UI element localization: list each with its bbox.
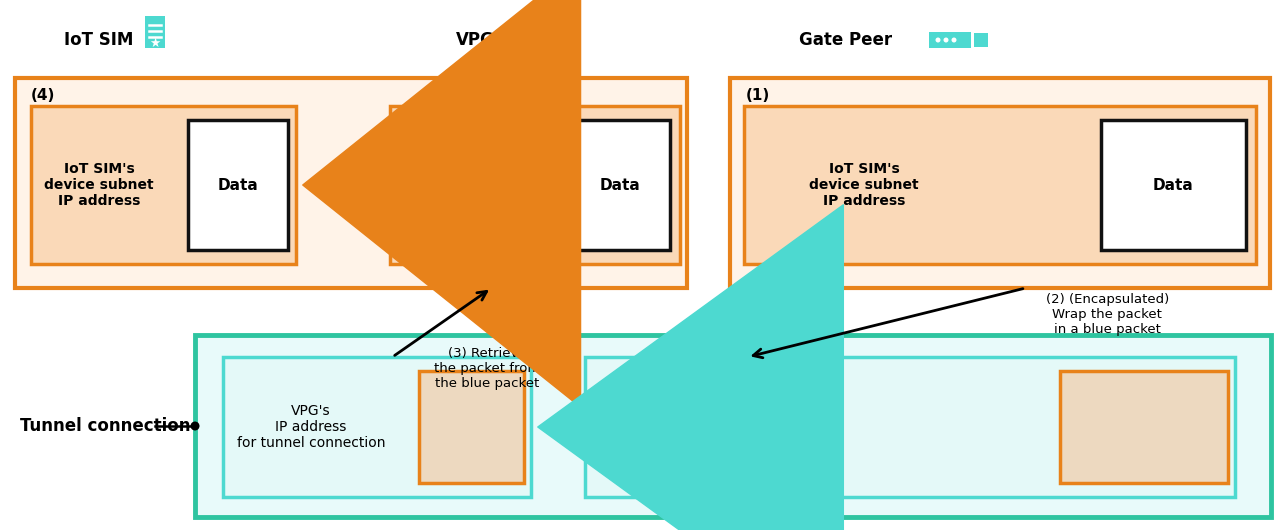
Text: IoT SIM's
device subnet
IP address: IoT SIM's device subnet IP address bbox=[415, 162, 525, 208]
Bar bbox=[188, 120, 288, 250]
Text: VPG: VPG bbox=[457, 31, 495, 49]
Text: IoT SIM: IoT SIM bbox=[63, 31, 132, 49]
Circle shape bbox=[952, 38, 957, 42]
Bar bbox=[585, 357, 1235, 497]
Bar bbox=[1060, 371, 1228, 483]
Bar bbox=[530, 50, 540, 61]
Text: (3) Retrieve
the packet from
the blue packet: (3) Retrieve the packet from the blue pa… bbox=[435, 347, 540, 390]
Bar bbox=[745, 106, 1256, 264]
Bar bbox=[570, 120, 670, 250]
Text: Gate Peer: Gate Peer bbox=[799, 31, 892, 49]
Bar bbox=[195, 335, 1271, 517]
Bar bbox=[928, 32, 971, 48]
Text: Tunnel connection: Tunnel connection bbox=[19, 417, 190, 435]
Circle shape bbox=[944, 38, 949, 42]
Bar bbox=[145, 16, 166, 48]
Bar bbox=[502, 56, 512, 67]
Text: Data: Data bbox=[217, 178, 258, 192]
Bar bbox=[730, 78, 1271, 288]
Text: Data: Data bbox=[599, 178, 640, 192]
Bar bbox=[518, 60, 526, 68]
Text: VPG's
IP address
for tunnel connection: VPG's IP address for tunnel connection bbox=[671, 404, 819, 450]
Text: IoT SIM's
device subnet
IP address: IoT SIM's device subnet IP address bbox=[44, 162, 154, 208]
Text: (4): (4) bbox=[31, 89, 55, 103]
Circle shape bbox=[190, 421, 199, 430]
Text: Data: Data bbox=[1154, 178, 1193, 192]
Bar bbox=[31, 106, 296, 264]
Text: (1): (1) bbox=[746, 89, 770, 103]
Bar bbox=[511, 20, 518, 28]
Bar bbox=[523, 21, 535, 33]
Bar bbox=[1101, 120, 1246, 250]
Bar bbox=[494, 44, 502, 52]
Text: ★: ★ bbox=[149, 37, 161, 50]
Bar bbox=[15, 78, 687, 288]
Bar bbox=[222, 357, 531, 497]
Text: VPG's
IP address
for tunnel connection: VPG's IP address for tunnel connection bbox=[237, 404, 386, 450]
Bar bbox=[974, 33, 988, 47]
Bar bbox=[534, 36, 543, 44]
Bar bbox=[390, 106, 680, 264]
Bar bbox=[419, 371, 523, 483]
Text: IoT SIM's
device subnet
IP address: IoT SIM's device subnet IP address bbox=[809, 162, 918, 208]
Text: (2) (Encapsulated)
Wrap the packet
in a blue packet: (2) (Encapsulated) Wrap the packet in a … bbox=[1046, 293, 1169, 336]
Circle shape bbox=[935, 38, 940, 42]
Bar bbox=[495, 27, 507, 38]
